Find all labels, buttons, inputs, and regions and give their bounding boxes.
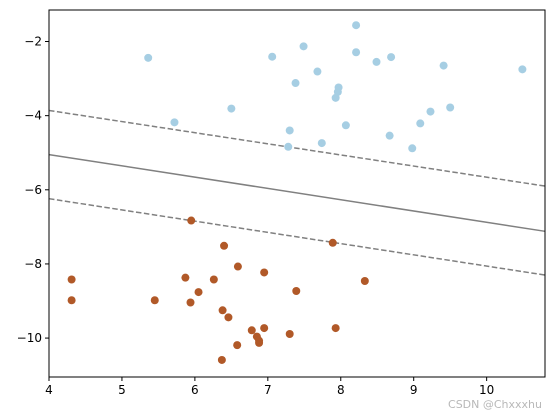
- scatter-point-1-10: [67, 296, 76, 305]
- scatter-point-1-13: [194, 288, 203, 297]
- scatter-point-0-5: [352, 48, 361, 57]
- scatter-point-1-6: [181, 273, 190, 282]
- scatter-point-1-14: [218, 306, 227, 315]
- scatter-point-0-24: [408, 144, 417, 153]
- scatter-point-1-17: [331, 324, 340, 333]
- scatter-point-1-23: [285, 329, 294, 338]
- scatter-point-1-24: [217, 355, 226, 364]
- scatter-point-0-4: [352, 21, 361, 30]
- scatter-point-1-2: [220, 241, 229, 250]
- scatter-point-0-1: [268, 52, 277, 61]
- scatter-point-1-12: [186, 298, 195, 307]
- axis-ticks: 4 5 6 7 8 9 10 −2 −4 −6 −8 −10: [17, 35, 495, 397]
- scatter-point-0-15: [227, 104, 236, 113]
- scatter-point-1-1: [328, 238, 337, 247]
- x-tick-label: 7: [264, 383, 272, 397]
- scatter-point-1-5: [67, 275, 76, 284]
- scatter-point-1-22: [233, 341, 242, 350]
- scatter-point-1-4: [260, 268, 269, 277]
- scatter-point-0-6: [372, 57, 381, 66]
- y-tick-label: −6: [24, 183, 42, 197]
- y-tick-label: −2: [24, 35, 42, 49]
- y-tick-label: −8: [24, 257, 42, 271]
- watermark-text: CSDN @Chxxxhu: [448, 398, 542, 411]
- scatter-point-0-20: [385, 131, 394, 140]
- scatter-point-0-9: [518, 65, 527, 74]
- margin-line-1: [48, 109, 546, 187]
- x-tick-label: 4: [45, 383, 53, 397]
- scatter-point-0-8: [439, 61, 448, 70]
- x-tick-label: 9: [410, 383, 418, 397]
- scatter-point-1-16: [260, 324, 269, 333]
- scatter-point-0-17: [284, 142, 293, 151]
- scatter-point-0-18: [317, 139, 326, 148]
- scatter-point-0-13: [331, 93, 340, 102]
- scatter-point-0-0: [144, 53, 153, 62]
- scatter-point-0-14: [170, 118, 179, 127]
- y-tick-label: −10: [17, 331, 42, 345]
- decision-boundary-line: [48, 153, 546, 233]
- scatter-point-1-9: [360, 276, 369, 285]
- x-tick-label: 8: [337, 383, 345, 397]
- scatter-point-1-21: [255, 338, 264, 347]
- scatter-point-1-0: [187, 216, 196, 225]
- x-tick-label: 6: [191, 383, 199, 397]
- scatter-point-0-22: [426, 107, 435, 116]
- scatter-point-0-16: [285, 126, 294, 135]
- scatter-point-1-3: [233, 262, 242, 271]
- scatter-point-0-10: [291, 79, 300, 88]
- scatter-point-0-19: [341, 121, 350, 130]
- scatter-point-1-7: [209, 275, 218, 284]
- scatter-point-0-2: [299, 42, 308, 51]
- x-tick-label: 10: [479, 383, 494, 397]
- margin-line-2: [48, 197, 546, 276]
- scatter-point-0-3: [313, 67, 322, 76]
- plot-frame: [48, 9, 546, 378]
- scatter-point-1-18: [247, 326, 256, 335]
- x-tick-label: 5: [118, 383, 126, 397]
- scatter-point-1-8: [292, 286, 301, 295]
- plot-marks: [48, 21, 546, 364]
- scatter-point-0-23: [446, 103, 455, 112]
- scatter-point-0-7: [387, 53, 396, 62]
- scatter-point-1-15: [224, 313, 233, 322]
- scatter-point-0-21: [416, 119, 425, 128]
- scatter-point-1-11: [150, 296, 159, 305]
- y-tick-label: −4: [24, 109, 42, 123]
